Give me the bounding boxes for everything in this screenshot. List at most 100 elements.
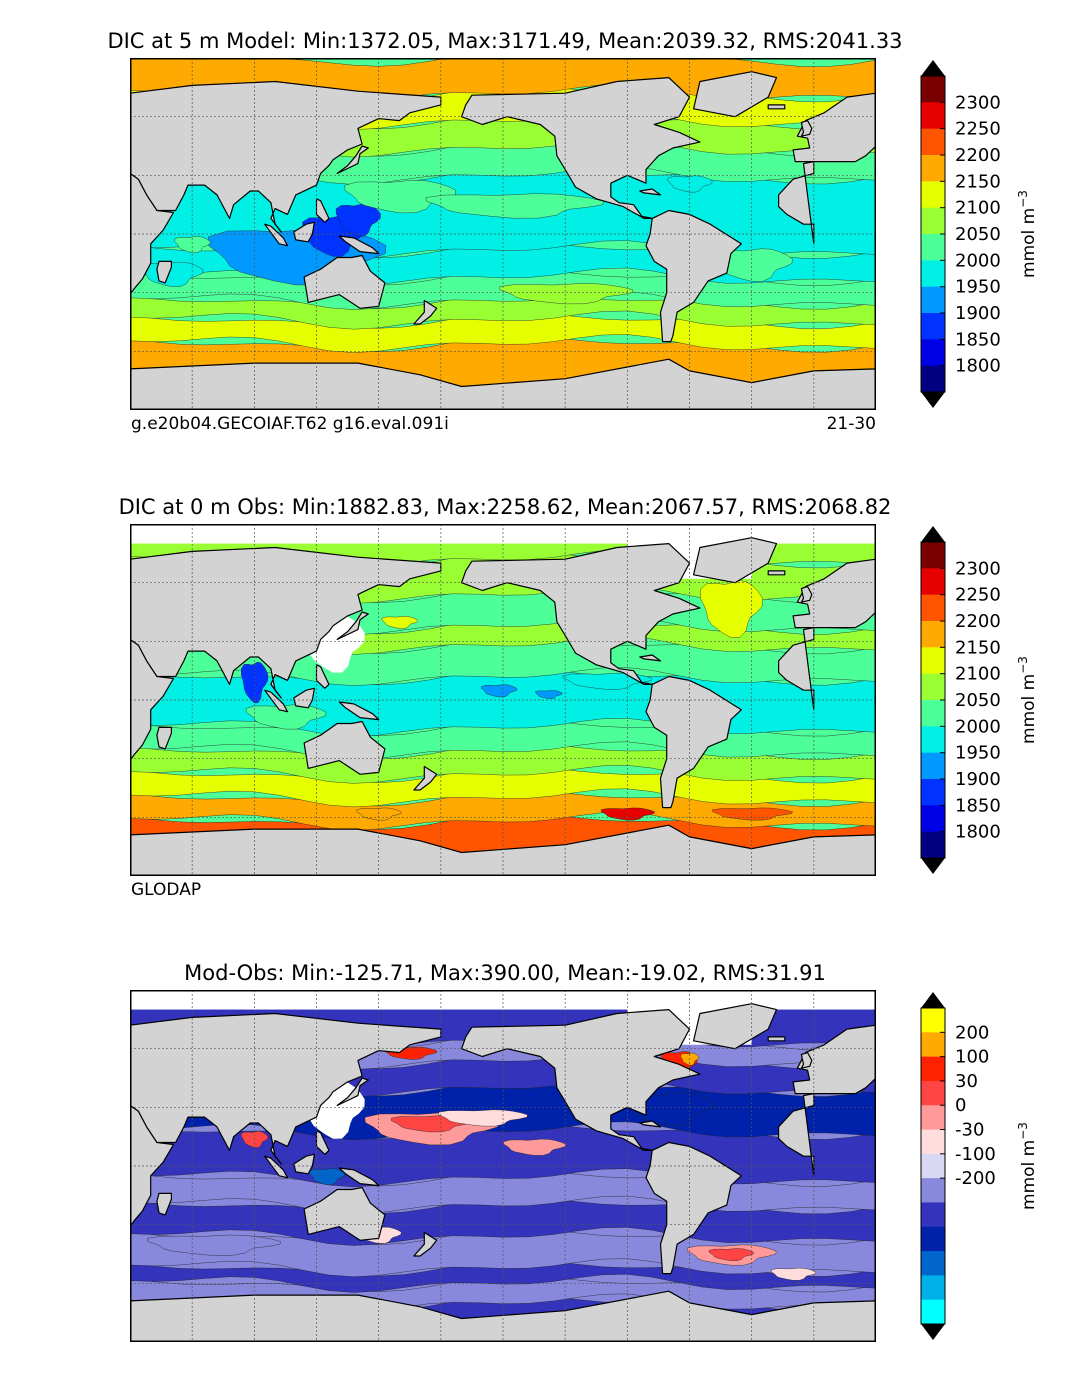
land-newguinea bbox=[338, 701, 380, 721]
land-eurasia bbox=[130, 1012, 442, 1165]
colorbar-swatch bbox=[921, 779, 945, 806]
map-frame bbox=[130, 524, 876, 876]
land-northAm bbox=[461, 543, 701, 685]
contour-patch bbox=[309, 1168, 346, 1186]
land-newguinea bbox=[338, 1167, 380, 1187]
colorbar-swatch bbox=[921, 726, 945, 754]
map-frame bbox=[130, 58, 876, 410]
colorbar-swatch bbox=[921, 1226, 945, 1252]
colorbar: 200 100 30 0 -30 -100 -200 mmol m−3 bbox=[918, 990, 1039, 1342]
land-australia bbox=[303, 720, 386, 775]
colorbar-tick-label: 200 bbox=[955, 1022, 989, 1043]
colorbar-swatch bbox=[921, 102, 945, 130]
contour-patch bbox=[481, 684, 518, 698]
footer-right: 21-30 bbox=[826, 414, 876, 434]
map-area bbox=[130, 58, 876, 410]
panel-title: DIC at 0 m Obs: Min:1882.83, Max:2258.62… bbox=[118, 495, 892, 519]
colorbar-unit-label: mmol m−3 bbox=[1016, 656, 1039, 744]
colorbar-swatch bbox=[921, 1251, 945, 1276]
footer-left: GLODAP bbox=[131, 880, 202, 900]
contour-patch bbox=[425, 193, 604, 219]
colorbar-svg: 2300 2250 2200 2150 2100 2050 2000 1950 1900 1850… bbox=[920, 60, 1039, 408]
land-sumatra bbox=[264, 689, 289, 713]
panel-title: DIC at 5 m Model: Min:1372.05, Max:3171.… bbox=[107, 29, 903, 53]
contour-patch bbox=[770, 1267, 816, 1281]
land-southAm bbox=[645, 209, 742, 343]
colorbar-swatch bbox=[921, 260, 945, 288]
colorbar: 2300 2250 2200 2150 2100 2050 2000 1950 1900 1850… bbox=[918, 524, 1039, 876]
colorbar-svg: 200 100 30 0 -30 -100 -200 mmol m−3 bbox=[920, 992, 1039, 1340]
colorbar-extend-bottom bbox=[921, 392, 945, 408]
colorbar-swatch bbox=[921, 752, 945, 780]
land-australia bbox=[303, 1186, 386, 1241]
land-iceland bbox=[767, 104, 786, 110]
obs-panel: DIC at 0 m Obs: Min:1882.83, Max:2258.62… bbox=[0, 466, 1071, 926]
colorbar-tick-label: 2250 bbox=[955, 585, 1001, 606]
land-madagascar bbox=[156, 1192, 172, 1216]
land-sumatra bbox=[264, 1155, 289, 1179]
colorbar-swatch bbox=[921, 1153, 945, 1179]
contour-patch bbox=[174, 236, 211, 254]
colorbar-swatch bbox=[921, 234, 945, 261]
colorbar-frame bbox=[920, 1007, 946, 1325]
colorbar-swatch bbox=[921, 542, 945, 569]
colorbar-tick-label: 2050 bbox=[955, 224, 1001, 245]
colorbar-unit-label: mmol m−3 bbox=[1016, 190, 1039, 278]
land-newguinea bbox=[338, 235, 380, 255]
colorbar-tick-label: 2000 bbox=[955, 716, 1001, 737]
diff-panel: Mod-Obs: Min:-125.71, Max:390.00, Mean:-… bbox=[0, 932, 1071, 1392]
colorbar-swatch bbox=[921, 700, 945, 727]
colorbar-extend-top bbox=[921, 526, 945, 542]
colorbar-swatch bbox=[921, 365, 945, 393]
contour-patch bbox=[712, 807, 793, 821]
land-iceland bbox=[767, 570, 786, 576]
land-japan bbox=[336, 145, 369, 174]
land-eurasia bbox=[130, 80, 442, 233]
colorbar-tick-label: 1900 bbox=[955, 303, 1001, 324]
land-northAm bbox=[461, 1009, 701, 1151]
colorbar-swatch bbox=[921, 1008, 945, 1033]
panel-title: Mod-Obs: Min:-125.71, Max:390.00, Mean:-… bbox=[184, 961, 826, 985]
colorbar-unit-label: mmol m−3 bbox=[1016, 1122, 1039, 1210]
colorbar-swatch bbox=[921, 76, 945, 103]
colorbar-swatch bbox=[921, 621, 945, 648]
contour-patch bbox=[381, 616, 418, 629]
land-uk bbox=[800, 586, 813, 603]
colorbar-extend-bottom bbox=[921, 1324, 945, 1340]
colorbar-tick-label: -100 bbox=[955, 1144, 996, 1165]
diff-map bbox=[130, 990, 876, 1342]
land-madagascar bbox=[156, 260, 172, 284]
colorbar: 2300 2250 2200 2150 2100 2050 2000 1950 1900 1850… bbox=[918, 58, 1039, 410]
colorbar-svg: 2300 2250 2200 2150 2100 2050 2000 1950 1900 1850… bbox=[920, 526, 1039, 874]
colorbar-tick-label: 2200 bbox=[955, 611, 1001, 632]
contour-patch bbox=[535, 690, 563, 699]
colorbar-tick-label: 30 bbox=[955, 1071, 978, 1092]
colorbar-tick-label: 2050 bbox=[955, 690, 1001, 711]
colorbar-tick-label: -30 bbox=[955, 1120, 984, 1141]
colorbar-swatch bbox=[921, 805, 945, 833]
land-newzealand bbox=[413, 765, 438, 791]
colorbar-tick-label: 2150 bbox=[955, 637, 1001, 658]
land-northAm bbox=[461, 77, 701, 219]
colorbar-swatch bbox=[921, 286, 945, 314]
contour-patch bbox=[700, 580, 763, 638]
colorbar-swatch bbox=[921, 647, 945, 675]
colorbar-tick-label: 2300 bbox=[955, 92, 1001, 113]
colorbar-swatch bbox=[921, 181, 945, 209]
colorbar-tick-label: 2200 bbox=[955, 145, 1001, 166]
colorbar-tick-label: 2300 bbox=[955, 558, 1001, 579]
colorbar-tick-label: 1850 bbox=[955, 795, 1001, 816]
colorbar-swatch bbox=[921, 1080, 945, 1106]
colorbar-tick-label: 0 bbox=[955, 1095, 966, 1116]
colorbar-swatch bbox=[921, 831, 945, 859]
contour-patch bbox=[438, 1109, 528, 1127]
colorbar-swatch bbox=[921, 1299, 945, 1325]
land-borneo bbox=[293, 1153, 315, 1175]
land-cuba bbox=[639, 654, 662, 662]
land-southAm bbox=[645, 675, 742, 809]
colorbar-tick-label: 2000 bbox=[955, 250, 1001, 271]
colorbar-swatch bbox=[921, 1202, 945, 1228]
colorbar-swatch bbox=[921, 1056, 945, 1082]
colorbar-extend-top bbox=[921, 992, 945, 1008]
colorbar-swatch bbox=[921, 1275, 945, 1301]
